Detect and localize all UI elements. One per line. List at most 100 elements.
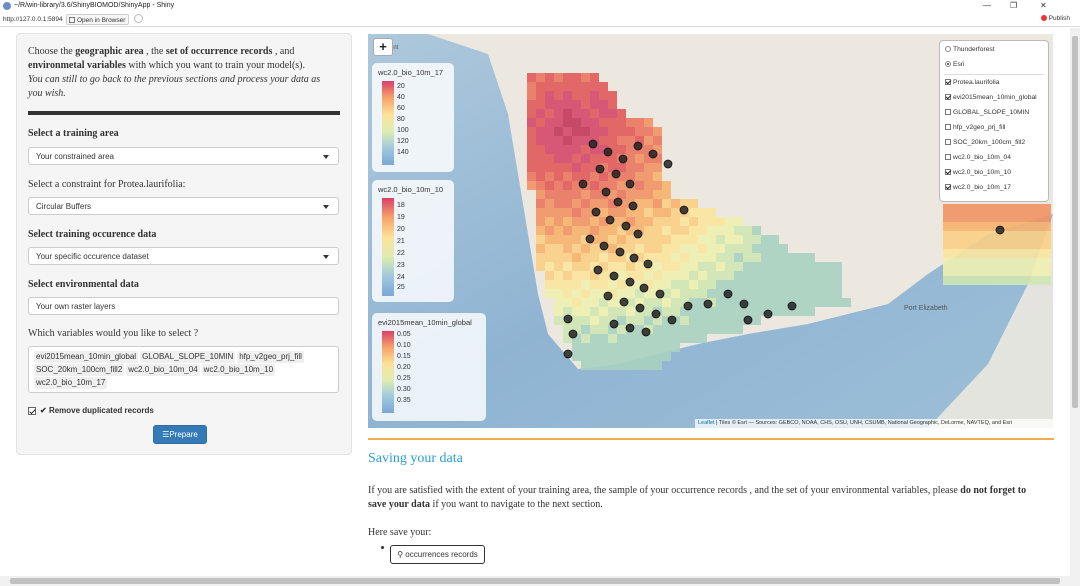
occurrence-marker[interactable] — [625, 179, 635, 189]
occurrence-marker[interactable] — [628, 201, 638, 211]
occurrence-marker[interactable] — [663, 159, 673, 169]
occurrence-marker[interactable] — [603, 291, 613, 301]
scrollbar-thumb[interactable] — [1072, 36, 1078, 408]
raster-cell — [581, 118, 590, 127]
overlay-option[interactable]: SOC_20km_100cm_fill2 — [945, 139, 1025, 146]
checkbox-checked-icon[interactable] — [945, 79, 951, 86]
horizontal-scrollbar[interactable] — [0, 576, 1080, 586]
raster-cell — [662, 307, 671, 316]
occurrence-marker[interactable] — [703, 299, 713, 309]
basemap-option-esri[interactable]: Esri — [945, 61, 965, 68]
occurrence-marker[interactable] — [563, 349, 573, 359]
raster-cell — [635, 190, 644, 199]
occurrence-marker[interactable] — [743, 315, 753, 325]
checkbox-checked-icon[interactable] — [28, 406, 36, 415]
occurrence-marker[interactable] — [648, 149, 658, 159]
occurrence-marker[interactable] — [563, 314, 573, 324]
checkbox-icon[interactable] — [945, 139, 951, 146]
occurrence-marker[interactable] — [599, 241, 609, 251]
occurrence-marker[interactable] — [618, 154, 628, 164]
variable-chip[interactable]: hfp_v2geo_prj_fill — [237, 351, 304, 363]
raster-cell — [1042, 222, 1051, 231]
vertical-scrollbar[interactable] — [1070, 28, 1080, 576]
overlay-option[interactable]: wc2.0_bio_10m_04 — [945, 154, 1011, 161]
occurrence-marker[interactable] — [995, 225, 1005, 235]
occurrence-marker[interactable] — [763, 309, 773, 319]
remove-duplicates-checkbox[interactable]: ✔ Remove duplicated records — [28, 406, 154, 415]
variable-chip[interactable]: GLOBAL_SLOPE_10MIN — [140, 351, 236, 363]
occurrence-marker[interactable] — [591, 207, 601, 217]
occurrence-marker[interactable] — [619, 297, 629, 307]
raster-cell — [599, 154, 608, 163]
occurrence-marker[interactable] — [723, 289, 733, 299]
occurrence-marker[interactable] — [629, 253, 639, 263]
occurrence-marker[interactable] — [578, 179, 588, 189]
occurrence-marker[interactable] — [667, 315, 677, 325]
occurrence-marker[interactable] — [605, 215, 615, 225]
env-data-input[interactable]: Your own raster layers — [28, 297, 339, 315]
leaflet-link[interactable]: Leaflet — [698, 420, 715, 426]
occurrence-marker[interactable] — [787, 301, 797, 311]
occurrence-marker[interactable] — [679, 205, 689, 215]
occurrence-marker[interactable] — [641, 327, 651, 337]
checkbox-checked-icon[interactable] — [945, 169, 951, 176]
variable-chip[interactable]: wc2.0_bio_10m_10 — [201, 364, 276, 376]
overlay-option[interactable]: hfp_v2geo_prj_fill — [945, 124, 1005, 131]
reload-icon[interactable] — [134, 14, 143, 23]
checkbox-icon[interactable] — [945, 109, 951, 116]
overlay-option[interactable]: Protea.laurifolia — [945, 79, 999, 86]
radio-selected-icon[interactable] — [945, 61, 951, 68]
basemap-option-thunderforest[interactable]: Thunderforest — [945, 46, 995, 53]
occurrence-marker[interactable] — [601, 187, 611, 197]
occurrence-marker[interactable] — [643, 259, 653, 269]
checkbox-checked-icon[interactable] — [945, 184, 951, 191]
occurrence-marker[interactable] — [593, 265, 603, 275]
occurrence-marker[interactable] — [603, 147, 613, 157]
variable-chip[interactable]: SOC_20km_100cm_fill2 — [34, 364, 125, 376]
occurrence-marker[interactable] — [615, 247, 625, 257]
occurrence-marker[interactable] — [588, 139, 598, 149]
checkbox-icon[interactable] — [945, 124, 951, 131]
overlay-option[interactable]: wc2.0_bio_10m_10 — [945, 169, 1011, 176]
occurrence-marker[interactable] — [633, 229, 643, 239]
minimize-icon[interactable]: — — [983, 1, 991, 10]
constraint-select[interactable]: Circular Buffers — [28, 197, 339, 215]
restore-icon[interactable]: ❐ — [1010, 1, 1018, 10]
occurrence-marker[interactable] — [609, 271, 619, 281]
variable-chip[interactable]: wc2.0_bio_10m_04 — [126, 364, 200, 376]
checkbox-checked-icon[interactable] — [945, 94, 951, 101]
variable-chip[interactable]: wc2.0_bio_10m_17 — [34, 377, 108, 389]
publish-button[interactable]: Publish — [1040, 15, 1070, 22]
close-icon[interactable]: ✕ — [1040, 1, 1047, 10]
occurrence-marker[interactable] — [655, 289, 665, 299]
open-in-browser-button[interactable]: Open in Browser — [66, 14, 130, 25]
occurrence-marker[interactable] — [739, 299, 749, 309]
overlay-option[interactable]: GLOBAL_SLOPE_10MIN — [945, 109, 1029, 116]
occurrence-marker[interactable] — [651, 309, 661, 319]
occurrence-marker[interactable] — [633, 141, 643, 151]
overlay-option[interactable]: wc2.0_bio_10m_17 — [945, 184, 1011, 191]
radio-icon[interactable] — [945, 46, 951, 53]
occurrence-select[interactable]: Your specific occurence dataset — [28, 247, 339, 265]
occurrence-marker[interactable] — [625, 277, 635, 287]
save-occurrences-button[interactable]: ⚲ occurrences records — [390, 545, 485, 564]
prepare-button[interactable]: ☰Prepare — [153, 425, 207, 444]
occurrence-marker[interactable] — [585, 234, 595, 244]
occurrence-marker[interactable] — [625, 323, 635, 333]
occurrence-marker[interactable] — [621, 221, 631, 231]
zoom-in-button[interactable]: + — [373, 38, 393, 56]
occurrence-marker[interactable] — [595, 164, 605, 174]
checkbox-icon[interactable] — [945, 154, 951, 161]
occurrence-marker[interactable] — [609, 319, 619, 329]
training-area-select[interactable]: Your constrained area — [28, 147, 339, 165]
occurrence-marker[interactable] — [639, 283, 649, 293]
occurrence-marker[interactable] — [568, 329, 578, 339]
occurrence-marker[interactable] — [683, 301, 693, 311]
occurrence-marker[interactable] — [613, 197, 623, 207]
variables-multiselect[interactable]: evi2015mean_10min_global GLOBAL_SLOPE_10M… — [28, 346, 339, 393]
occurrence-marker[interactable] — [611, 169, 621, 179]
occurrence-marker[interactable] — [635, 303, 645, 313]
scrollbar-thumb[interactable] — [10, 578, 1060, 584]
overlay-option[interactable]: evi2015mean_10min_global — [945, 94, 1037, 101]
variable-chip[interactable]: evi2015mean_10min_global — [34, 351, 139, 363]
